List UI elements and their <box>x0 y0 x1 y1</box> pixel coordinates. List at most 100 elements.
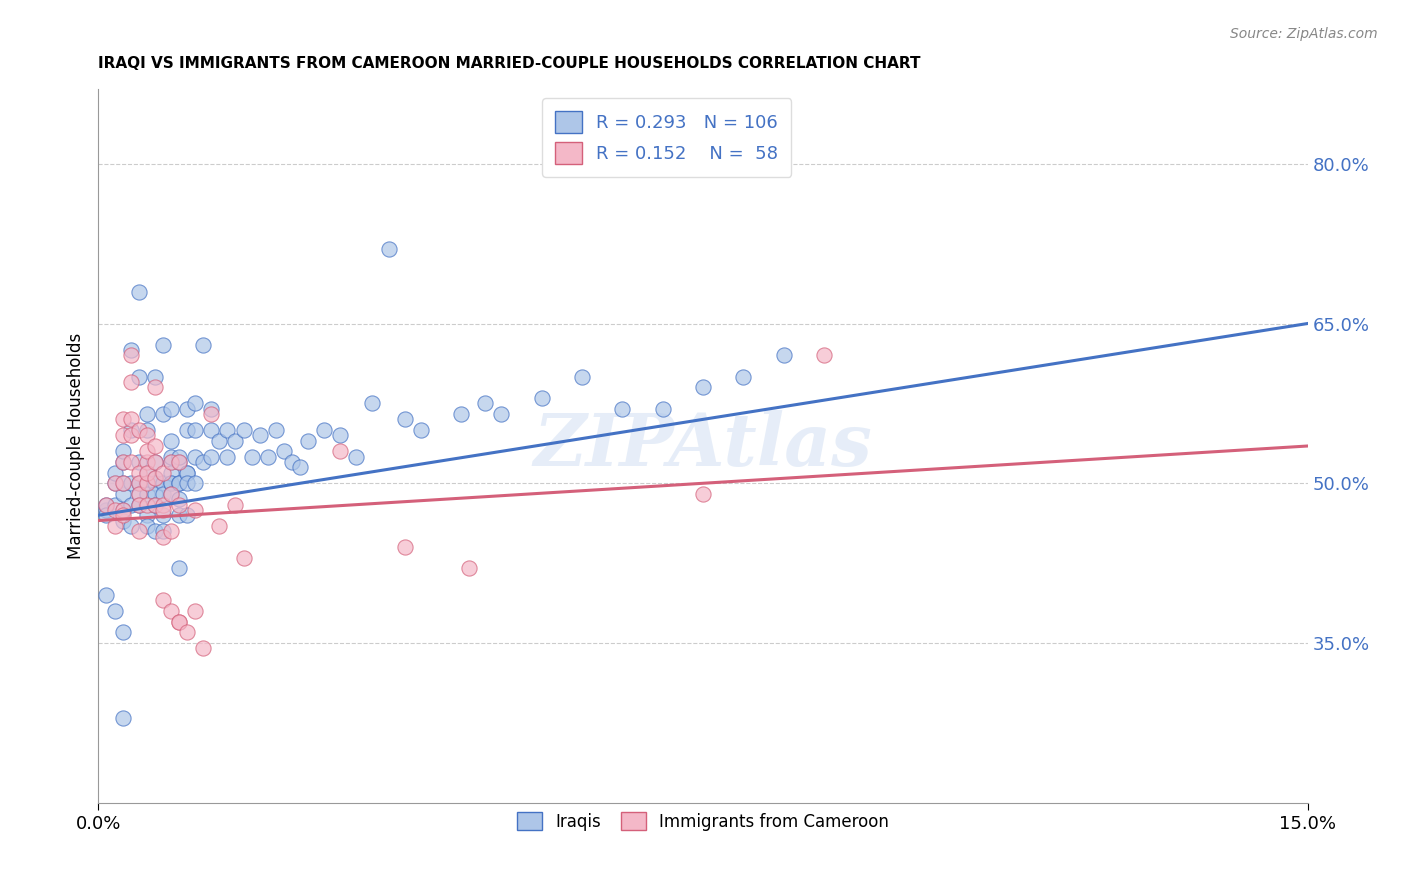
Point <box>692 487 714 501</box>
Point <box>135 476 157 491</box>
Point <box>160 455 183 469</box>
Point <box>167 492 190 507</box>
Point <box>143 439 166 453</box>
Point <box>111 412 134 426</box>
Point <box>135 508 157 523</box>
Point <box>377 242 399 256</box>
Point <box>120 349 142 363</box>
Point <box>344 450 367 464</box>
Point <box>120 423 142 437</box>
Point <box>160 487 183 501</box>
Point <box>160 455 183 469</box>
Point <box>160 476 183 491</box>
Point <box>152 498 174 512</box>
Point <box>111 503 134 517</box>
Point <box>733 369 755 384</box>
Point <box>152 407 174 421</box>
Point <box>361 396 384 410</box>
Point <box>167 498 190 512</box>
Point <box>256 450 278 464</box>
Point <box>167 476 190 491</box>
Point <box>176 401 198 416</box>
Point <box>143 487 166 501</box>
Point <box>160 450 183 464</box>
Point <box>120 455 142 469</box>
Point <box>474 396 496 410</box>
Point <box>184 396 207 410</box>
Point <box>224 434 246 448</box>
Point <box>200 450 222 464</box>
Point <box>120 519 142 533</box>
Point <box>176 625 198 640</box>
Point <box>176 476 198 491</box>
Point <box>152 508 174 523</box>
Point <box>651 401 673 416</box>
Point <box>103 498 125 512</box>
Point <box>160 487 183 501</box>
Point <box>240 450 263 464</box>
Point <box>160 434 183 448</box>
Point <box>128 476 150 491</box>
Point <box>167 615 190 629</box>
Point <box>193 455 215 469</box>
Y-axis label: Married-couple Households: Married-couple Households <box>66 333 84 559</box>
Point <box>96 508 118 523</box>
Point <box>152 338 174 352</box>
Point <box>143 471 166 485</box>
Point <box>143 498 166 512</box>
Point <box>167 508 190 523</box>
Point <box>160 604 183 618</box>
Point <box>152 529 174 543</box>
Point <box>128 487 150 501</box>
Point <box>612 401 634 416</box>
Point <box>217 450 239 464</box>
Point <box>120 498 142 512</box>
Point <box>96 503 118 517</box>
Point <box>135 476 157 491</box>
Point <box>176 466 198 480</box>
Point <box>571 369 593 384</box>
Point <box>184 423 207 437</box>
Point <box>167 455 190 469</box>
Point <box>143 369 166 384</box>
Point <box>458 561 481 575</box>
Point <box>128 487 150 501</box>
Point <box>160 401 183 416</box>
Point <box>160 466 183 480</box>
Point <box>329 444 352 458</box>
Point <box>409 423 432 437</box>
Point <box>288 460 311 475</box>
Point <box>813 349 835 363</box>
Point <box>152 593 174 607</box>
Point <box>394 540 416 554</box>
Point <box>184 476 207 491</box>
Point <box>167 450 190 464</box>
Point <box>160 524 183 539</box>
Point <box>143 476 166 491</box>
Point <box>193 641 215 656</box>
Point <box>120 343 142 358</box>
Point <box>530 391 553 405</box>
Point <box>143 455 166 469</box>
Point <box>111 476 134 491</box>
Point <box>208 519 231 533</box>
Point <box>96 498 118 512</box>
Point <box>128 498 150 512</box>
Point <box>232 550 254 565</box>
Point <box>103 519 125 533</box>
Point <box>143 524 166 539</box>
Point <box>135 487 157 501</box>
Point <box>135 407 157 421</box>
Point <box>450 407 472 421</box>
Point <box>193 338 215 352</box>
Text: IRAQI VS IMMIGRANTS FROM CAMEROON MARRIED-COUPLE HOUSEHOLDS CORRELATION CHART: IRAQI VS IMMIGRANTS FROM CAMEROON MARRIE… <box>98 56 921 71</box>
Point <box>111 625 134 640</box>
Point <box>128 524 150 539</box>
Point <box>135 466 157 480</box>
Point <box>152 503 174 517</box>
Point <box>111 487 134 501</box>
Point <box>200 407 222 421</box>
Point <box>96 498 118 512</box>
Point <box>184 604 207 618</box>
Point <box>135 423 157 437</box>
